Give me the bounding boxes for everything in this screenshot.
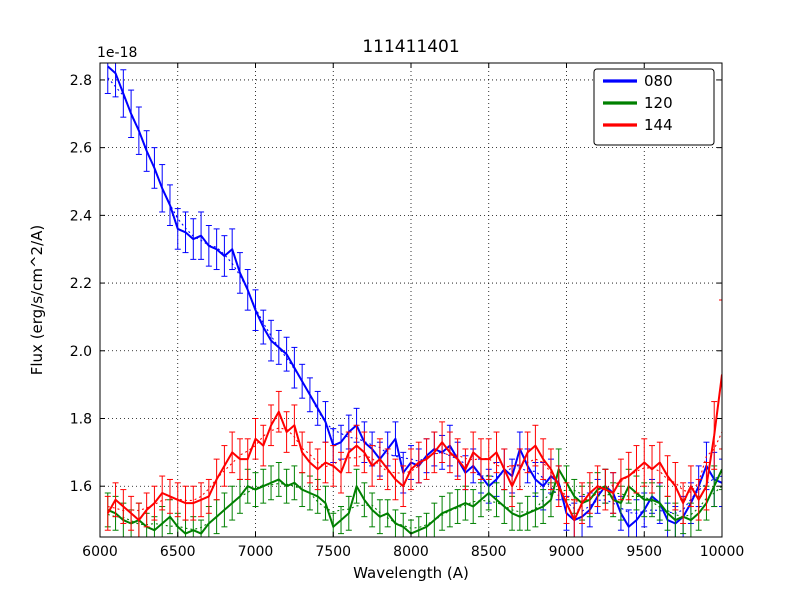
y-tick-label: 2.2 (70, 276, 92, 292)
x-tick-label: 9000 (549, 544, 585, 560)
figure-title: 111411401 (362, 37, 459, 57)
x-tick-label: 7500 (315, 544, 351, 560)
x-tick-label: 8000 (393, 544, 429, 560)
x-axis-label: Wavelength (A) (353, 564, 469, 582)
x-tick-label: 6000 (82, 544, 118, 560)
legend-entry-label-144: 144 (644, 116, 673, 134)
series-080-line (107, 65, 722, 528)
x-tick-label: 10000 (700, 544, 745, 560)
plot-render-root: 6000 6500 7000 7500 8000 8500 9000 9500 10000 1.6… (70, 62, 745, 560)
y-tick-label: 2.6 (70, 141, 92, 157)
legend: 080 120 144 (593, 68, 715, 146)
series-144 (104, 299, 722, 537)
y-tick-label: 2.0 (70, 344, 92, 360)
legend-entry-label-080: 080 (644, 72, 673, 90)
y-axis-label: Flux (erg/s/cm^2/A) (28, 225, 46, 376)
series-120-line (107, 468, 722, 535)
x-tick-label: 6500 (160, 544, 196, 560)
series-144-line (106, 374, 722, 522)
y-tick-label: 2.8 (70, 73, 92, 89)
x-tick-label: 8500 (471, 544, 507, 560)
series-120-dotted-line (107, 482, 722, 531)
y-axis-offset-text: 1e-18 (97, 45, 137, 61)
y-tick-label: 1.8 (70, 412, 92, 428)
legend-entry-label-120: 120 (644, 94, 673, 112)
x-tick-label: 7000 (238, 544, 274, 560)
series-144-dotted-line (107, 427, 722, 512)
x-tick-label: 9500 (626, 544, 662, 560)
y-tick-label: 2.4 (70, 208, 92, 224)
y-tick-label: 1.6 (70, 479, 92, 495)
